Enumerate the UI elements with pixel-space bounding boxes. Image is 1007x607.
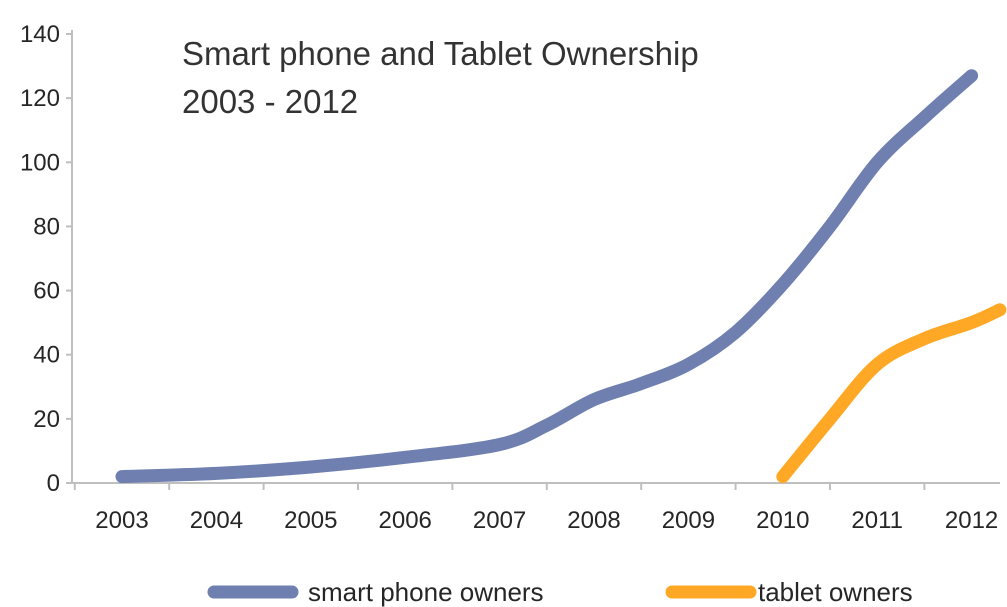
x-tick-label-2011: 2011 — [851, 507, 903, 534]
x-tick-label-2009: 2009 — [662, 507, 715, 534]
series-line-tablet-owners — [776, 303, 1007, 484]
chart-subtitle: 2003 - 2012 — [182, 83, 358, 120]
legend-label-tablet-owners: tablet owners — [758, 577, 913, 607]
legend: smart phone owners tablet owners — [207, 577, 913, 607]
point-smart-phone-owners-10 — [782, 284, 783, 285]
x-tick-label-2010: 2010 — [756, 507, 809, 534]
legend-label-smart-phone-owners: smart phone owners — [308, 577, 544, 607]
x-tick-label-2003: 2003 — [95, 507, 148, 534]
point-smart-phone-owners-11 — [830, 226, 831, 227]
y-tick-label-0: 0 — [47, 470, 60, 497]
point-tablet-owners-5 — [999, 309, 1000, 310]
axes: 0 20 40 60 80 100 120 140 2003 2004 2005 2006 2007 20… — [20, 21, 1000, 534]
y-tick-label-100: 100 — [20, 149, 60, 176]
y-tick-label-20: 20 — [33, 406, 60, 433]
x-tick-label-2012: 2012 — [945, 507, 998, 534]
y-tick-label-60: 60 — [33, 278, 60, 305]
point-smart-phone-owners-7 — [641, 383, 642, 384]
point-smart-phone-owners-6 — [594, 399, 595, 400]
series-line-smart-phone-owners — [115, 69, 979, 484]
point-smart-phone-owners-0 — [122, 476, 123, 477]
y-tick-label-140: 140 — [20, 21, 60, 48]
point-tablet-owners-0 — [782, 476, 783, 477]
point-smart-phone-owners-4 — [499, 444, 500, 445]
point-smart-phone-owners-9 — [735, 332, 736, 333]
y-tick-label-80: 80 — [33, 213, 60, 240]
point-tablet-owners-2 — [877, 364, 878, 365]
x-tick-label-2004: 2004 — [190, 507, 243, 534]
x-tick-label-2008: 2008 — [567, 507, 620, 534]
series-layer — [115, 69, 1007, 484]
point-smart-phone-owners-14 — [971, 75, 972, 76]
point-smart-phone-owners-12 — [877, 162, 878, 163]
point-smart-phone-owners-2 — [310, 466, 311, 467]
point-smart-phone-owners-13 — [924, 117, 925, 118]
point-tablet-owners-3 — [924, 338, 925, 339]
x-tick-label-2005: 2005 — [284, 507, 337, 534]
point-tablet-owners-4 — [971, 322, 972, 323]
x-tick-label-2007: 2007 — [473, 507, 526, 534]
x-tick-label-2006: 2006 — [379, 507, 432, 534]
y-tick-label-120: 120 — [20, 85, 60, 112]
point-smart-phone-owners-5 — [546, 425, 547, 426]
y-tick-label-40: 40 — [33, 342, 60, 369]
chart-title: Smart phone and Tablet Ownership — [182, 35, 699, 72]
point-smart-phone-owners-8 — [688, 364, 689, 365]
point-smart-phone-owners-3 — [405, 457, 406, 458]
point-smart-phone-owners-1 — [216, 473, 217, 474]
point-tablet-owners-1 — [830, 418, 831, 419]
